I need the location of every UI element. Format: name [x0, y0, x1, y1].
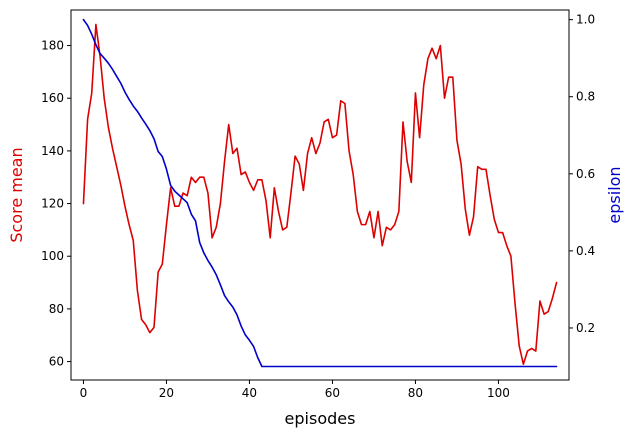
left-y-tick-label: 120	[41, 197, 64, 211]
left-y-tick-label: 160	[41, 91, 64, 105]
right-y-tick-label: 0.8	[576, 90, 595, 104]
epsilon-series-line	[82, 18, 558, 368]
x-tick-label: 0	[80, 386, 88, 400]
right-y-axis-label: epsilon	[605, 166, 624, 223]
left-y-axis-label: Score mean	[7, 147, 26, 242]
left-y-tick-label: 180	[41, 39, 64, 53]
x-tick-label: 80	[408, 386, 423, 400]
left-y-tick-label: 100	[41, 249, 64, 263]
x-tick-label: 100	[487, 386, 510, 400]
left-y-axis-ticks: 60 80 100 120 140 160 180	[41, 39, 71, 369]
plot-frame	[70, 9, 570, 381]
right-y-tick-label: 0.6	[576, 167, 595, 181]
left-y-tick-label: 140	[41, 144, 64, 158]
score-mean-series-line	[82, 23, 558, 366]
left-y-tick-label: 80	[49, 302, 64, 316]
x-tick-label: 20	[159, 386, 174, 400]
left-y-tick-label: 60	[49, 355, 64, 369]
right-y-tick-label: 0.2	[576, 321, 595, 335]
right-y-tick-label: 1.0	[576, 13, 595, 27]
x-tick-label: 40	[242, 386, 257, 400]
right-y-tick-label: 0.4	[576, 244, 595, 258]
x-axis-label: episodes	[285, 409, 356, 428]
x-axis-ticks: 0 20 40 60 80 100	[80, 380, 510, 400]
plot-lines	[82, 18, 558, 368]
right-y-axis-ticks: 0.2 0.4 0.6 0.8 1.0	[569, 13, 595, 335]
x-tick-label: 60	[325, 386, 340, 400]
